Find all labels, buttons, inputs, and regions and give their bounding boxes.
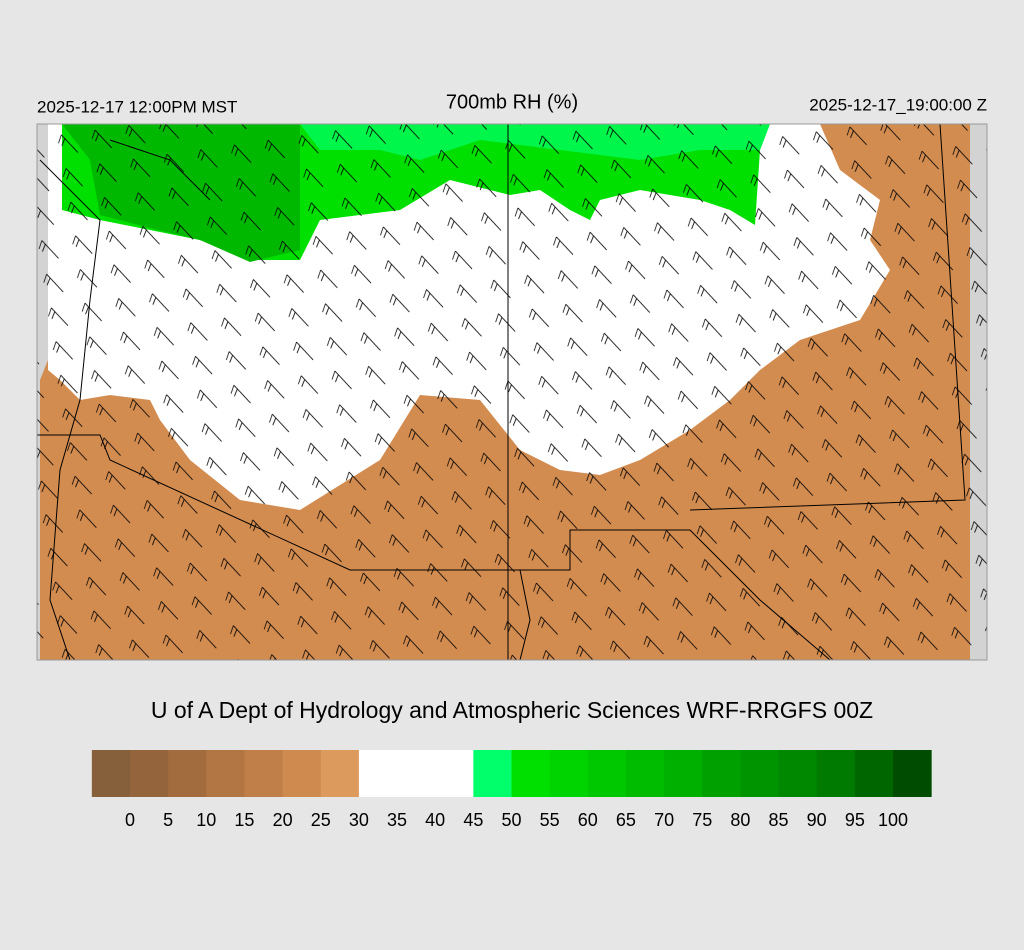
- colorbar-swatch: [168, 750, 207, 797]
- colorbar: 0 5 10 15 20 25 30 35 40 45 50 55 60 65 70 75 80 85 90 95 10…: [91, 750, 932, 830]
- colorbar-tick-label: 40: [425, 810, 445, 830]
- colorbar-tick-label: 5: [163, 810, 173, 830]
- colorbar-swatch: [282, 750, 322, 797]
- colorbar-tick-label: 25: [311, 810, 331, 830]
- borders: [37, 123, 966, 661]
- colorbar-swatch: [740, 750, 780, 797]
- colorbar-swatch: [244, 750, 284, 797]
- colorbar-tick-label: 55: [540, 810, 560, 830]
- colorbar-swatch: [893, 750, 932, 797]
- colorbar-tick-label: 30: [349, 810, 369, 830]
- colorbar-swatch: [625, 750, 665, 797]
- colorbar-swatch: [549, 750, 589, 797]
- colorbar-swatch: [664, 750, 703, 797]
- colorbar-swatch: [473, 750, 512, 797]
- credit: U of A Dept of Hydrology and Atmospheric…: [151, 697, 873, 723]
- colorbar-swatch: [130, 750, 169, 797]
- colorbar-swatch: [435, 750, 474, 797]
- title: 700mb RH (%): [446, 91, 578, 113]
- colorbar-swatch: [91, 750, 131, 797]
- colorbar-tick-label: 75: [692, 810, 712, 830]
- colorbar-tick-label: 20: [273, 810, 293, 830]
- colorbar-tick-label: 0: [125, 810, 135, 830]
- colorbar-swatch: [358, 750, 398, 797]
- colorbar-tick-label: 35: [387, 810, 407, 830]
- colorbar-tick-label: 100: [878, 810, 908, 830]
- colorbar-swatch: [816, 750, 856, 797]
- map-border: [36, 123, 988, 661]
- colorbar-swatch: [778, 750, 818, 797]
- valid-local: 2025-12-17 12:00PM MST: [37, 97, 237, 116]
- colorbar-swatch: [587, 750, 627, 797]
- colorbar-tick-label: 60: [578, 810, 598, 830]
- colorbar-swatch: [854, 750, 894, 797]
- colorbar-tick-label: 70: [654, 810, 674, 830]
- colorbar-tick-label: 80: [730, 810, 750, 830]
- valid-utc: 2025-12-17_19:00:00 Z: [809, 95, 987, 114]
- wind-barbs: [37, 124, 987, 660]
- colorbar-tick-label: 95: [845, 810, 865, 830]
- colorbar-tick-label: 90: [807, 810, 827, 830]
- colorbar-swatch: [702, 750, 741, 797]
- colorbar-tick-label: 65: [616, 810, 636, 830]
- colorbar-tick-label: 85: [769, 810, 789, 830]
- colorbar-tick-label: 15: [234, 810, 254, 830]
- colorbar-swatch: [511, 750, 551, 797]
- colorbar-swatch: [206, 750, 245, 797]
- colorbar-swatch: [320, 750, 360, 797]
- colorbar-swatch: [397, 750, 436, 797]
- colorbar-tick-label: 10: [196, 810, 216, 830]
- map: [36, 123, 988, 661]
- colorbar-tick-label: 50: [501, 810, 521, 830]
- colorbar-tick-label: 45: [463, 810, 483, 830]
